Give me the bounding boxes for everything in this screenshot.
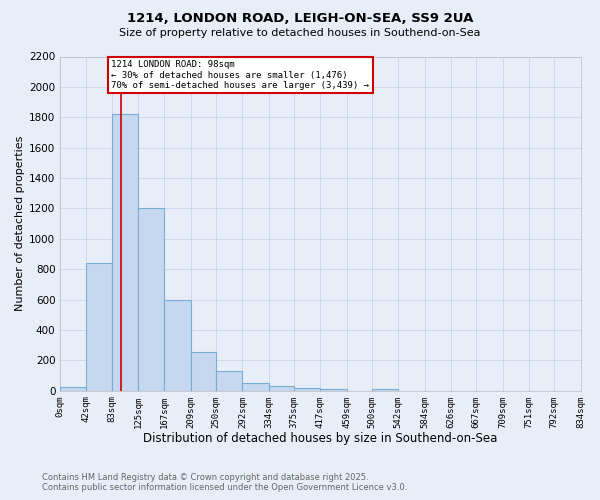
Bar bbox=[60, 387, 86, 390]
Bar bbox=[320, 389, 347, 390]
Text: Contains HM Land Registry data © Crown copyright and database right 2025.
Contai: Contains HM Land Registry data © Crown c… bbox=[42, 473, 407, 492]
X-axis label: Distribution of detached houses by size in Southend-on-Sea: Distribution of detached houses by size … bbox=[143, 432, 497, 445]
Bar bbox=[242, 383, 269, 390]
Bar bbox=[138, 208, 164, 390]
Text: Size of property relative to detached houses in Southend-on-Sea: Size of property relative to detached ho… bbox=[119, 28, 481, 38]
Bar bbox=[112, 114, 138, 390]
Bar bbox=[191, 352, 216, 391]
Text: 1214, LONDON ROAD, LEIGH-ON-SEA, SS9 2UA: 1214, LONDON ROAD, LEIGH-ON-SEA, SS9 2UA bbox=[127, 12, 473, 26]
Bar bbox=[294, 388, 320, 390]
Bar bbox=[372, 389, 398, 390]
Bar bbox=[86, 263, 112, 390]
Bar bbox=[216, 371, 242, 390]
Bar bbox=[164, 300, 191, 390]
Y-axis label: Number of detached properties: Number of detached properties bbox=[15, 136, 25, 312]
Text: 1214 LONDON ROAD: 98sqm
← 30% of detached houses are smaller (1,476)
70% of semi: 1214 LONDON ROAD: 98sqm ← 30% of detache… bbox=[112, 60, 370, 90]
Bar bbox=[269, 386, 294, 390]
